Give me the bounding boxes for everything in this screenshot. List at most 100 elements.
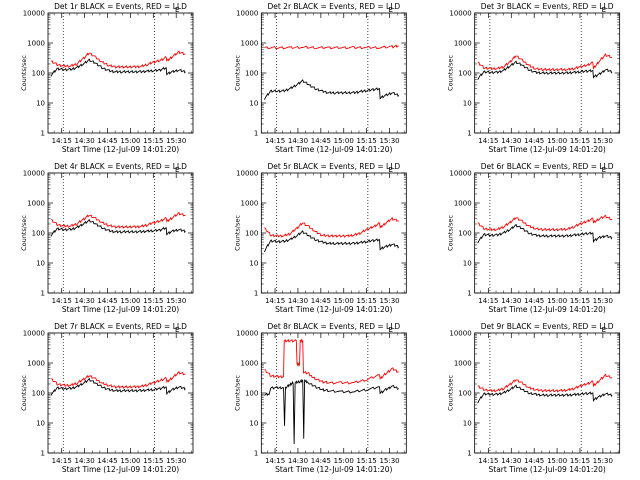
series-events-line xyxy=(264,79,400,100)
y-tick-label: 1 xyxy=(467,290,471,298)
y-tick-label: 10000 xyxy=(236,170,258,178)
y-tick-label: 100 xyxy=(245,230,258,238)
x-tick-label: 15:00 xyxy=(547,457,567,465)
y-tick-label: 1000 xyxy=(454,40,472,48)
y-tick-label: 10 xyxy=(463,420,472,428)
corner-mark: E xyxy=(602,6,606,14)
chart-title: Det 7r BLACK = Events, RED = LLD xyxy=(54,322,187,331)
x-tick-label: 15:00 xyxy=(120,297,140,305)
y-tick-label: 10 xyxy=(249,260,258,268)
x-tick-label: 14:45 xyxy=(311,297,331,305)
y-tick-label: 10000 xyxy=(23,170,45,178)
y-tick-label: 1 xyxy=(254,450,258,458)
y-tick-label: 100 xyxy=(458,70,471,78)
y-tick-label: 1 xyxy=(467,450,471,458)
x-tick-label: 15:30 xyxy=(379,457,399,465)
x-tick-label: 15:30 xyxy=(379,137,399,145)
x-tick-label: 14:30 xyxy=(288,137,308,145)
x-tick-label: 14:30 xyxy=(501,297,521,305)
series-events-line xyxy=(50,218,186,237)
corner-mark: E xyxy=(175,326,179,334)
y-axis-label: Counts/sec xyxy=(233,55,241,91)
x-axis-label: Start Time (12-Jul-09 14:01:20) xyxy=(275,305,392,314)
x-tick-label: 15:15 xyxy=(570,137,590,145)
y-axis-label: Counts/sec xyxy=(20,55,28,91)
x-tick-label: 14:30 xyxy=(501,457,521,465)
x-tick-label: 15:00 xyxy=(120,137,140,145)
y-tick-label: 10000 xyxy=(449,170,471,178)
x-tick-label: 14:45 xyxy=(97,457,117,465)
x-tick-label: 15:00 xyxy=(334,137,354,145)
x-tick-label: 15:15 xyxy=(570,297,590,305)
y-tick-label: 1 xyxy=(41,290,45,298)
series-events-line xyxy=(477,223,613,244)
x-axis-label: Start Time (12-Jul-09 14:01:20) xyxy=(275,465,392,474)
chart-title: Det 4r BLACK = Events, RED = LLD xyxy=(54,162,187,171)
series-lld-line xyxy=(264,338,399,385)
y-axis-label: Counts/sec xyxy=(447,55,455,91)
x-tick-label: 14:15 xyxy=(52,297,72,305)
series-lld-line xyxy=(264,44,399,50)
x-tick-label: 14:15 xyxy=(265,297,285,305)
y-tick-label: 10 xyxy=(463,260,472,268)
corner-mark: E xyxy=(388,6,392,14)
corner-mark: E xyxy=(388,326,392,334)
y-axis-label: Counts/sec xyxy=(20,375,28,411)
series-events-line xyxy=(50,377,186,396)
y-axis-label: Counts/sec xyxy=(20,215,28,251)
x-tick-label: 14:30 xyxy=(288,457,308,465)
x-axis-label: Start Time (12-Jul-09 14:01:20) xyxy=(62,145,179,154)
y-tick-label: 1000 xyxy=(241,40,259,48)
x-tick-label: 15:15 xyxy=(143,457,163,465)
chart-title: Det 1r BLACK = Events, RED = LLD xyxy=(54,2,187,11)
x-tick-label: 14:15 xyxy=(265,457,285,465)
y-axis-label: Counts/sec xyxy=(233,375,241,411)
series-lld-line xyxy=(264,217,399,238)
series-events-line xyxy=(477,384,613,404)
x-tick-label: 14:45 xyxy=(524,457,544,465)
series-events-line xyxy=(477,60,613,80)
y-tick-label: 100 xyxy=(458,390,471,398)
y-tick-label: 100 xyxy=(245,70,258,78)
x-tick-label: 15:30 xyxy=(166,137,186,145)
y-tick-label: 1000 xyxy=(27,200,45,208)
x-tick-label: 15:00 xyxy=(547,297,567,305)
y-tick-label: 10 xyxy=(463,100,472,108)
x-tick-label: 14:30 xyxy=(288,297,308,305)
x-tick-label: 14:30 xyxy=(75,137,95,145)
y-axis-label: Counts/sec xyxy=(447,215,455,251)
x-axis-label: Start Time (12-Jul-09 14:01:20) xyxy=(488,145,605,154)
y-axis-label: Counts/sec xyxy=(447,375,455,411)
y-tick-label: 1 xyxy=(467,130,471,138)
plot-frame xyxy=(260,12,407,134)
x-tick-label: 15:15 xyxy=(570,457,590,465)
x-axis-label: Start Time (12-Jul-09 14:01:20) xyxy=(275,145,392,154)
y-tick-label: 1 xyxy=(254,130,258,138)
x-tick-label: 15:15 xyxy=(143,137,163,145)
y-tick-label: 100 xyxy=(458,230,471,238)
x-tick-label: 14:15 xyxy=(52,457,72,465)
corner-mark: E xyxy=(175,6,179,14)
series-events-line xyxy=(264,230,400,253)
corner-mark: E xyxy=(388,166,392,174)
plot-frame xyxy=(260,172,407,294)
x-tick-label: 14:15 xyxy=(478,297,498,305)
plot-frame xyxy=(474,172,621,294)
series-lld-line xyxy=(477,373,613,393)
x-tick-label: 15:00 xyxy=(120,457,140,465)
plot-frame xyxy=(47,332,194,454)
x-tick-label: 14:45 xyxy=(311,457,331,465)
x-tick-label: 14:30 xyxy=(75,297,95,305)
series-lld-line xyxy=(477,53,613,72)
y-tick-label: 100 xyxy=(32,230,45,238)
chart-title: Det 5r BLACK = Events, RED = LLD xyxy=(267,162,400,171)
chart-title: Det 3r BLACK = Events, RED = LLD xyxy=(481,2,614,11)
y-tick-label: 100 xyxy=(245,390,258,398)
